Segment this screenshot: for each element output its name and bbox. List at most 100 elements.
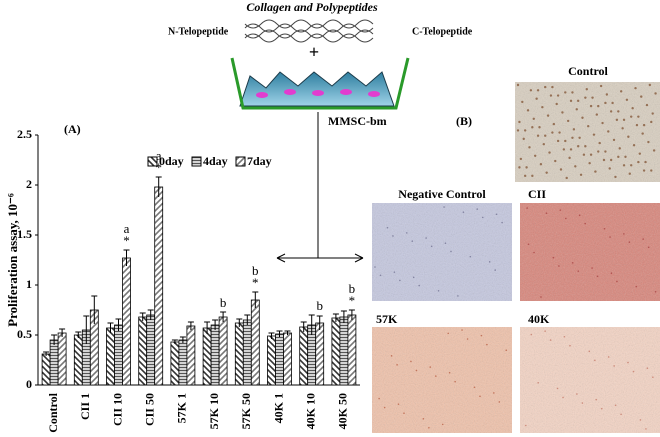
bar bbox=[106, 327, 115, 386]
error-bar bbox=[300, 321, 307, 332]
x-tick-label: 40K 50 bbox=[336, 393, 350, 429]
image-label: Control bbox=[568, 64, 608, 78]
cell-dot bbox=[481, 216, 484, 219]
cell-dot bbox=[531, 174, 534, 178]
error-bar bbox=[123, 249, 130, 266]
cell-dot bbox=[418, 284, 421, 287]
cell-dot bbox=[599, 84, 603, 88]
cell-dot bbox=[613, 365, 615, 367]
cell-dot bbox=[604, 150, 607, 153]
cell-dot bbox=[546, 114, 550, 117]
cell-dot bbox=[526, 109, 530, 112]
cell-dot bbox=[589, 153, 593, 156]
cell-dot bbox=[622, 164, 626, 167]
cell-dot bbox=[479, 395, 481, 398]
cell-dot bbox=[617, 110, 620, 113]
cell-dot bbox=[645, 103, 649, 107]
error-bar bbox=[316, 315, 323, 330]
cell-dot bbox=[386, 226, 389, 229]
x-tick-label: 40K 10 bbox=[303, 393, 317, 429]
cell-dot bbox=[379, 274, 382, 277]
cell-dot bbox=[498, 401, 501, 403]
cell-dot bbox=[634, 86, 637, 90]
cell-dot bbox=[565, 217, 567, 220]
cell-dot bbox=[591, 267, 593, 269]
cell-dot bbox=[628, 172, 631, 175]
cell-dot bbox=[582, 153, 586, 156]
cell-dot bbox=[536, 89, 540, 92]
cell-dot bbox=[397, 403, 400, 405]
bar bbox=[49, 339, 59, 386]
cell-dot bbox=[646, 367, 649, 370]
cell-dot bbox=[642, 123, 646, 127]
cell-dot bbox=[598, 141, 601, 145]
error-bar bbox=[252, 291, 259, 308]
connector-arrows bbox=[276, 112, 364, 263]
cell-dot bbox=[578, 214, 581, 217]
cell-dot bbox=[608, 167, 611, 170]
cell-dot bbox=[480, 334, 483, 337]
micrograph-texture bbox=[515, 82, 660, 182]
error-bar bbox=[236, 318, 243, 327]
cell-dot bbox=[617, 155, 620, 159]
cell-dot bbox=[576, 99, 580, 103]
significance-label: b bbox=[316, 298, 323, 313]
cell-dot bbox=[588, 161, 591, 165]
cell-dot bbox=[650, 120, 653, 124]
error-bar bbox=[139, 312, 146, 321]
legend-swatch bbox=[147, 156, 158, 167]
bar bbox=[242, 319, 252, 386]
cell-dot bbox=[569, 148, 573, 151]
error-bar bbox=[75, 331, 82, 338]
significance-label: b bbox=[220, 295, 227, 310]
cell-dot bbox=[648, 83, 652, 87]
cell-dot bbox=[602, 158, 606, 162]
error-bar bbox=[147, 309, 154, 320]
cell-dot bbox=[571, 136, 574, 140]
bar bbox=[283, 332, 292, 386]
cell-dot bbox=[585, 88, 588, 91]
cell-dot bbox=[622, 118, 626, 122]
cell-scaffold bbox=[230, 57, 410, 110]
bar bbox=[339, 316, 349, 386]
bar bbox=[218, 316, 228, 386]
cell-dot bbox=[569, 344, 571, 347]
cell-dot bbox=[536, 134, 540, 137]
cell-dot bbox=[457, 295, 459, 297]
cell-dot bbox=[584, 145, 587, 148]
cell-dot bbox=[559, 209, 562, 211]
cell-dot bbox=[566, 119, 570, 123]
cell-dot bbox=[462, 211, 465, 214]
x-tick-label: CII 50 bbox=[142, 393, 156, 426]
bar bbox=[202, 327, 212, 386]
cell-dot bbox=[609, 158, 613, 162]
cell-dot bbox=[466, 338, 469, 340]
cell-dot bbox=[584, 222, 586, 225]
x-tick-label: Control bbox=[46, 392, 60, 432]
cell-dot bbox=[430, 245, 433, 248]
cell-dot bbox=[559, 168, 563, 171]
cell-dot bbox=[614, 404, 617, 407]
error-bar bbox=[308, 314, 315, 335]
scaffold-label: MMSC-bm bbox=[328, 114, 387, 128]
cell-dot bbox=[434, 375, 437, 377]
cell-dot bbox=[625, 98, 629, 101]
legend-swatch bbox=[191, 156, 202, 167]
cell-dot bbox=[645, 428, 647, 430]
bar bbox=[122, 257, 131, 386]
cell-dot bbox=[403, 412, 405, 414]
cell-dot bbox=[544, 85, 547, 89]
cell-dot bbox=[631, 107, 634, 110]
cell-dot bbox=[650, 169, 653, 172]
cell-dot bbox=[619, 90, 623, 93]
y-tick-label: 0 bbox=[26, 377, 32, 391]
cell-dot bbox=[563, 335, 566, 338]
cell-dot bbox=[647, 140, 650, 144]
error-bar bbox=[91, 295, 98, 324]
cell-dot bbox=[604, 101, 607, 105]
cell-dot bbox=[569, 99, 573, 103]
cell-dot bbox=[378, 397, 380, 400]
cell-dot bbox=[630, 164, 633, 167]
cell-dot bbox=[495, 213, 498, 216]
cell-dot bbox=[609, 110, 613, 113]
